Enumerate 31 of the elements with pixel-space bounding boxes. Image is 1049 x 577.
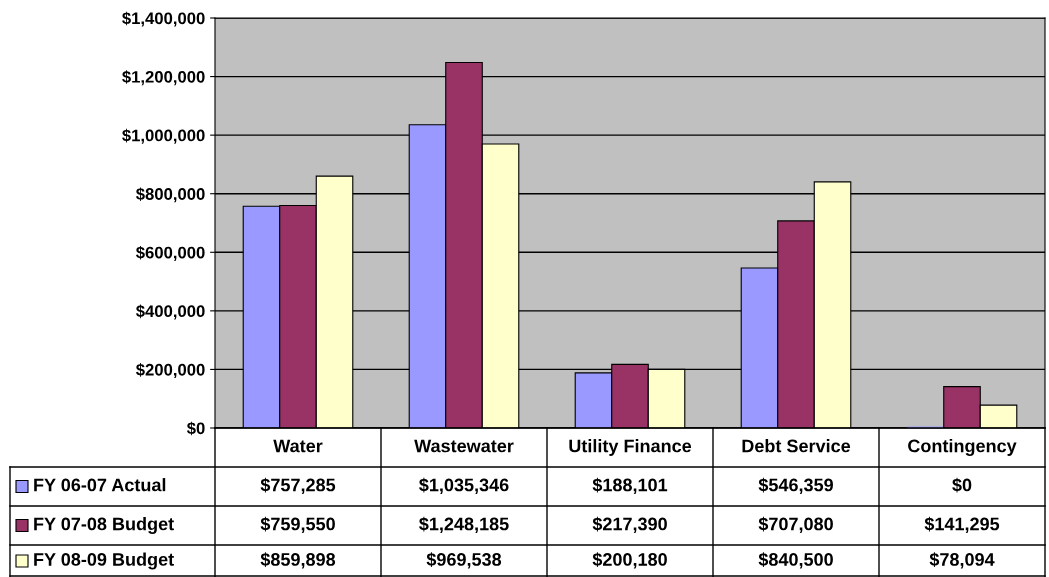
x-tick-label: Water — [273, 439, 323, 453]
data-label: $859,898 — [260, 552, 336, 569]
legend-label: FY 07-08 Budget — [34, 517, 174, 534]
data-label: $78,094 — [929, 552, 995, 569]
y-tick-label: $200,000 — [135, 363, 205, 379]
y-tick-label: $0 — [186, 421, 205, 436]
y-tick-label: $1,000,000 — [122, 128, 205, 144]
data-label: $200,180 — [592, 552, 667, 569]
data-label: $1,248,185 — [419, 516, 509, 533]
data-label: $217,390 — [592, 516, 667, 533]
data-label: $969,538 — [426, 552, 502, 569]
data-label: $759,550 — [260, 516, 335, 533]
x-tick-label: Contingency — [908, 439, 1017, 456]
data-label: $1,035,346 — [419, 477, 509, 494]
y-tick-label: $1,400,000 — [122, 11, 205, 27]
x-tick-label: Wastewater — [414, 439, 514, 453]
legend-label: FY 08-09 Budget — [34, 552, 174, 570]
data-label: $546,359 — [758, 477, 833, 494]
legend-label: FY 06-07 Actual — [34, 478, 166, 492]
data-label: $707,080 — [758, 516, 833, 533]
x-tick-label: Debt Service — [742, 439, 851, 453]
y-tick-label: $800,000 — [135, 187, 205, 203]
y-tick-label: $1,200,000 — [122, 70, 205, 86]
data-label: $141,295 — [924, 516, 1000, 533]
x-tick-label: Utility Finance — [569, 439, 692, 456]
data-label: $840,500 — [758, 552, 833, 569]
y-tick-label: $400,000 — [135, 304, 205, 320]
y-tick-label: $600,000 — [135, 245, 205, 261]
data-label: $757,285 — [260, 477, 336, 494]
data-label: $0 — [952, 477, 972, 493]
data-label: $188,101 — [592, 477, 668, 494]
